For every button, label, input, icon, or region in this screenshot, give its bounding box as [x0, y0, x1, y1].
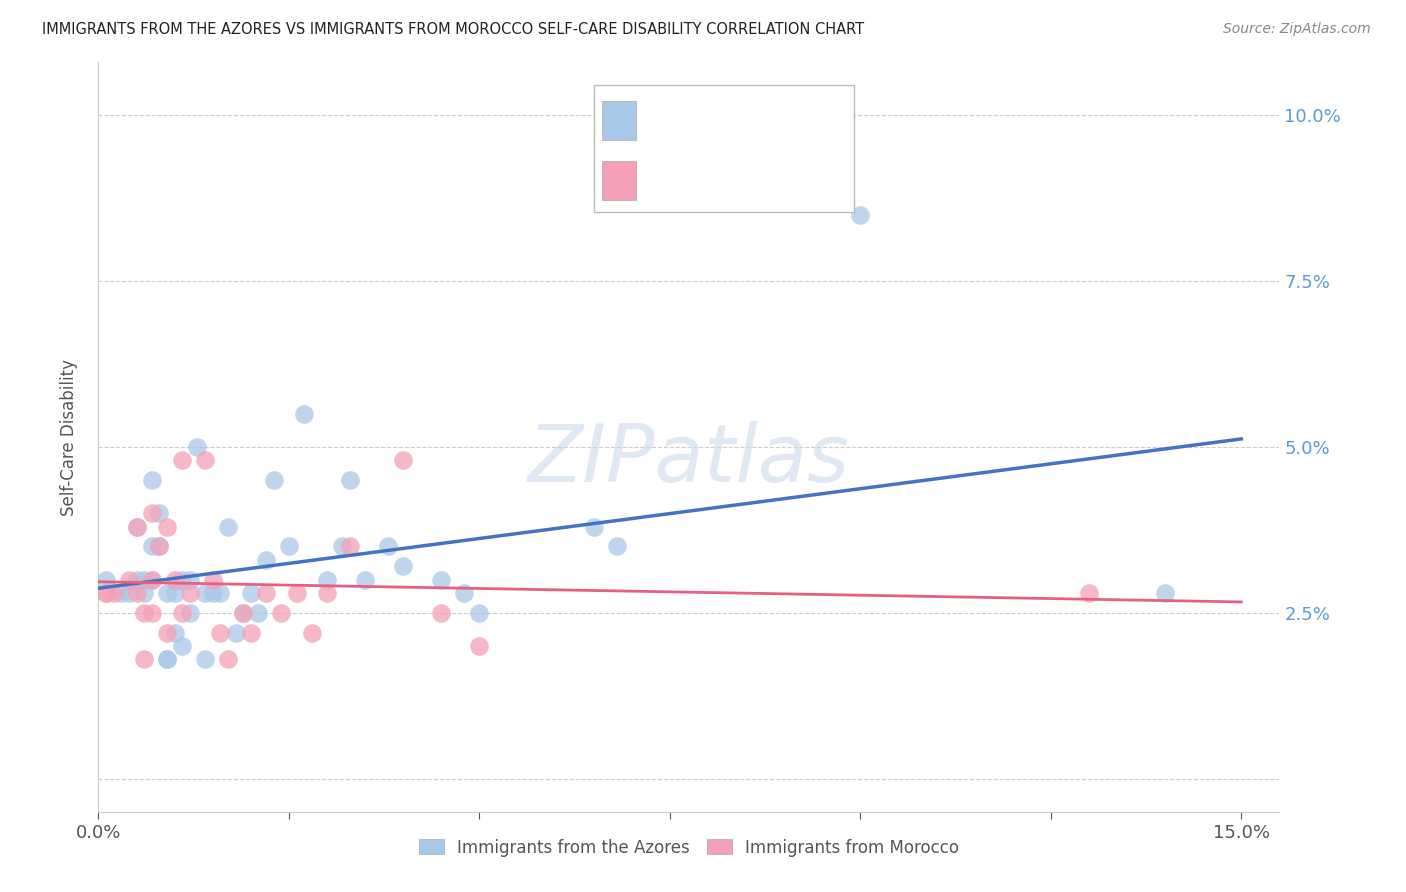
Point — [301, 625, 323, 640]
Point — [239, 625, 262, 640]
Legend: Immigrants from the Azores, Immigrants from Morocco: Immigrants from the Azores, Immigrants f… — [412, 832, 966, 863]
Point — [377, 540, 399, 554]
Point — [172, 573, 194, 587]
Point — [194, 453, 217, 467]
Point — [468, 639, 491, 653]
Text: IMMIGRANTS FROM THE AZORES VS IMMIGRANTS FROM MOROCCO SELF-CARE DISABILITY CORRE: IMMIGRANTS FROM THE AZORES VS IMMIGRANTS… — [42, 22, 865, 37]
Point — [141, 606, 163, 620]
Point — [172, 453, 194, 467]
Point — [163, 625, 186, 640]
Point — [582, 519, 605, 533]
Point — [247, 606, 270, 620]
Text: Source: ZipAtlas.com: Source: ZipAtlas.com — [1223, 22, 1371, 37]
Point — [194, 652, 217, 666]
Point — [156, 625, 179, 640]
Point — [392, 453, 415, 467]
Point — [163, 573, 186, 587]
Point — [217, 519, 239, 533]
Point — [209, 625, 232, 640]
Point — [232, 606, 254, 620]
Point — [254, 586, 277, 600]
Point — [453, 586, 475, 600]
Point — [430, 573, 453, 587]
Point — [141, 573, 163, 587]
Point — [1078, 586, 1101, 600]
Point — [148, 540, 170, 554]
Point — [270, 606, 292, 620]
Point — [172, 639, 194, 653]
Point — [134, 606, 156, 620]
Point — [118, 573, 141, 587]
Point — [225, 625, 247, 640]
Y-axis label: Self-Care Disability: Self-Care Disability — [59, 359, 77, 516]
Point — [110, 586, 132, 600]
Text: ZIPatlas: ZIPatlas — [527, 420, 851, 499]
Point — [179, 586, 201, 600]
Point — [339, 540, 361, 554]
Point — [94, 586, 117, 600]
Point — [201, 573, 224, 587]
Point — [125, 519, 148, 533]
Point — [217, 652, 239, 666]
Point — [468, 606, 491, 620]
Point — [118, 586, 141, 600]
Point — [134, 652, 156, 666]
Point — [156, 586, 179, 600]
Point — [125, 573, 148, 587]
Point — [339, 473, 361, 487]
Point — [1154, 586, 1177, 600]
Point — [239, 586, 262, 600]
Point — [134, 586, 156, 600]
Point — [316, 586, 339, 600]
Point — [201, 586, 224, 600]
Point — [163, 586, 186, 600]
Point — [292, 407, 315, 421]
Point — [849, 208, 872, 222]
Point — [156, 519, 179, 533]
Point — [172, 606, 194, 620]
Point — [263, 473, 285, 487]
Point — [141, 540, 163, 554]
Point — [392, 559, 415, 574]
Point — [330, 540, 353, 554]
Point — [606, 540, 628, 554]
Point — [194, 586, 217, 600]
Point — [103, 586, 125, 600]
Point — [285, 586, 308, 600]
Point — [179, 573, 201, 587]
Point — [141, 473, 163, 487]
Point — [354, 573, 377, 587]
Point — [232, 606, 254, 620]
Point — [125, 519, 148, 533]
Point — [125, 586, 148, 600]
Point — [186, 440, 208, 454]
Point — [156, 652, 179, 666]
Point — [156, 652, 179, 666]
Point — [94, 573, 117, 587]
Point — [209, 586, 232, 600]
Point — [148, 540, 170, 554]
Point — [179, 606, 201, 620]
Point — [254, 553, 277, 567]
Point — [277, 540, 299, 554]
Point — [141, 506, 163, 520]
Point — [94, 586, 117, 600]
Point — [134, 573, 156, 587]
Point — [430, 606, 453, 620]
Point — [148, 506, 170, 520]
Point — [316, 573, 339, 587]
Point — [141, 573, 163, 587]
